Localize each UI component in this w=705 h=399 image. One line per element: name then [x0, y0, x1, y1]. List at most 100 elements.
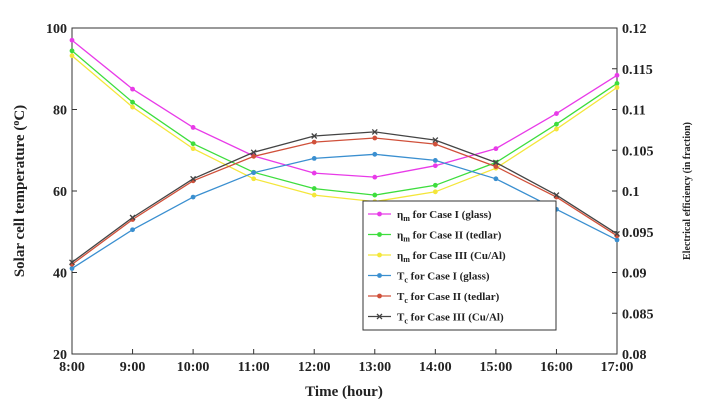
data-point: [130, 86, 135, 92]
data-point: [311, 186, 317, 191]
data-point: [554, 111, 559, 116]
series-line: [71, 153, 618, 269]
legend-label: ηm for Case I (glass): [397, 209, 492, 223]
legend-marker: [377, 273, 382, 278]
data-point: [554, 126, 559, 132]
data-point: [614, 85, 620, 90]
x-tick-label: 15:00: [480, 360, 513, 375]
data-point: [69, 48, 75, 54]
y-right-tick-label: 0.08: [622, 348, 647, 363]
y-left-tick-label: 60: [53, 185, 67, 200]
legend: ηm for Case I (glass) ηm for Case II (ted…: [362, 200, 557, 331]
data-point: [190, 146, 196, 152]
data-point: [614, 81, 620, 86]
y-right-tick-label: 0.1: [622, 185, 640, 200]
series-line: [71, 50, 618, 196]
series-group: [69, 37, 620, 271]
y-right-tick-label: 0.105: [622, 144, 654, 159]
left-axis-ticks: 20 40 60 80 100: [46, 22, 77, 363]
legend-label: Tc for Case III (Cu/Al): [397, 312, 504, 326]
x-tick-label: 12:00: [298, 360, 331, 375]
legend-marker: [377, 252, 382, 258]
x-axis-title: Time (hour): [305, 384, 383, 399]
legend-label: ηm for Case III (Cu/Al): [397, 250, 506, 264]
series-line: [71, 39, 618, 178]
legend-marker: [377, 232, 382, 237]
data-point: [614, 72, 620, 78]
data-point: [432, 141, 438, 147]
y-right-tick-label: 0.12: [622, 22, 647, 37]
data-point: [251, 170, 257, 176]
y-right-tick-label: 0.085: [622, 307, 654, 322]
data-point: [614, 237, 620, 243]
data-point: [69, 259, 75, 266]
data-point: [311, 139, 317, 145]
data-point: [372, 192, 378, 198]
data-point: [432, 182, 438, 188]
data-point: [251, 153, 257, 159]
data-point: [432, 189, 438, 195]
data-point: [432, 158, 438, 163]
y-right-tick-label: 0.115: [622, 63, 653, 78]
data-point: [372, 151, 378, 157]
data-point: [492, 159, 499, 166]
legend-label: Tc for Case I (glass): [397, 271, 490, 285]
legend-label: ηm for Case II (tedlar): [397, 230, 502, 244]
data-point: [129, 214, 136, 221]
data-point: [190, 141, 196, 147]
data-point: [432, 137, 439, 144]
data-point: [311, 156, 317, 161]
series-line: [71, 137, 618, 265]
data-point: [432, 163, 438, 169]
data-point: [69, 53, 75, 59]
x-tick-label: 14:00: [419, 360, 452, 375]
x-tick-label: 8:00: [59, 360, 85, 375]
data-point: [371, 128, 378, 135]
y-right-tick-label: 0.11: [622, 104, 646, 119]
data-point: [311, 170, 317, 176]
y-left-tick-label: 20: [53, 348, 67, 363]
data-point: [372, 174, 378, 180]
legend-marker: [377, 293, 382, 299]
x-tick-label: 16:00: [540, 360, 573, 375]
data-point: [130, 104, 135, 110]
series-line: [71, 131, 618, 263]
x-tick-label: 10:00: [177, 360, 210, 375]
data-point: [190, 194, 196, 200]
x-tick-label: 11:00: [238, 360, 270, 375]
y-left-tick-label: 80: [53, 104, 67, 119]
data-point: [190, 175, 197, 182]
x-tick-label: 9:00: [120, 360, 146, 375]
legend-marker: [376, 313, 383, 320]
data-point: [553, 192, 560, 199]
data-point: [554, 121, 559, 127]
y-right-tick-label: 0.095: [622, 226, 654, 241]
data-point: [251, 176, 257, 182]
data-point: [493, 176, 499, 182]
data-point: [493, 146, 499, 152]
legend-marker: [377, 211, 382, 217]
data-point: [311, 133, 318, 139]
y-axis-right-title: Electrical efficiency (in fraction): [682, 122, 693, 260]
data-point: [190, 125, 196, 130]
x-tick-label: 17:00: [601, 360, 634, 375]
data-point: [69, 37, 75, 43]
series-line: [71, 55, 618, 203]
y-left-tick-label: 100: [46, 22, 67, 37]
y-axis-left-title: Solar cell temperature (oC): [11, 105, 28, 277]
y-left-tick-label: 40: [53, 267, 67, 282]
legend-label: Tc for Case II (tedlar): [397, 291, 500, 305]
x-axis-ticks: 8:00 9:00 10:00 11:00 12:00 13:00 14:00 15:00 16…: [59, 349, 633, 375]
data-point: [130, 99, 135, 105]
legend-box: [362, 200, 557, 331]
data-point: [69, 266, 75, 271]
y-right-tick-label: 0.09: [622, 267, 647, 282]
data-point: [311, 192, 317, 198]
x-tick-label: 13:00: [358, 360, 391, 375]
data-point: [614, 230, 620, 237]
data-point: [493, 164, 499, 169]
data-point: [130, 227, 135, 233]
data-point: [372, 135, 378, 141]
